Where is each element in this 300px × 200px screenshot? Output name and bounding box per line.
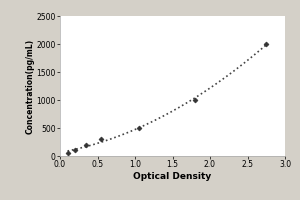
Y-axis label: Concentration(pg/mL): Concentration(pg/mL): [26, 38, 35, 134]
X-axis label: Optical Density: Optical Density: [134, 172, 212, 181]
